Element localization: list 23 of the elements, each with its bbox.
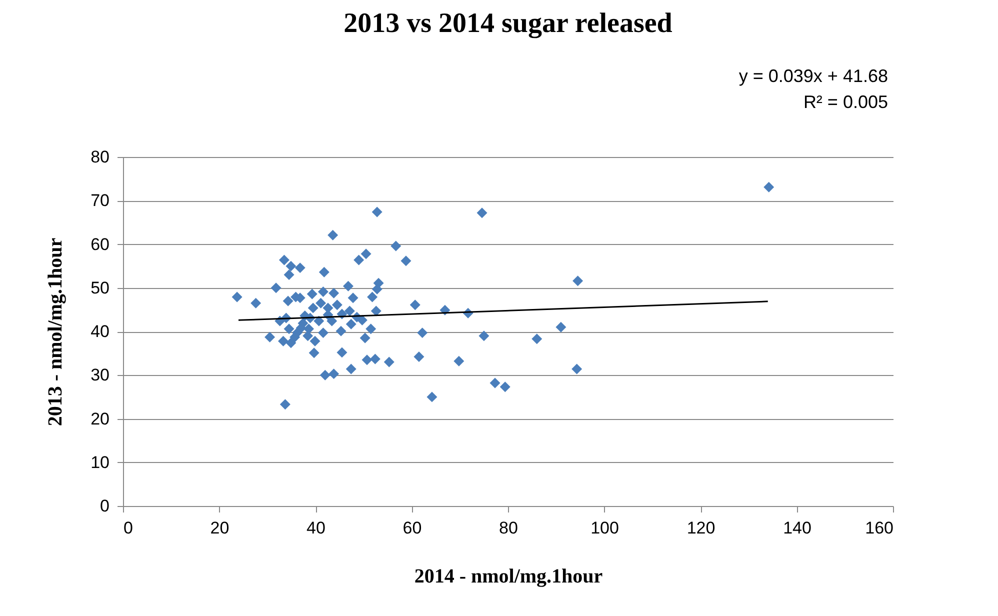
y-tick-label: 80 xyxy=(90,148,110,166)
y-tick-label: 50 xyxy=(90,278,110,298)
x-tick-label: 160 xyxy=(865,518,894,538)
y-tick-label: 0 xyxy=(100,496,110,516)
x-axis-title: 2014 - nmol/mg.1hour xyxy=(414,566,603,588)
x-tick-label: 60 xyxy=(402,518,422,538)
text: y = 0.039x + 41.68 xyxy=(738,66,888,86)
x-tick-label: 40 xyxy=(306,518,326,538)
y-tick-label: 70 xyxy=(90,191,110,210)
text: R² = 0.005 xyxy=(803,92,888,112)
x-tick-label: 120 xyxy=(686,518,716,538)
x-tick-label: 100 xyxy=(590,518,619,538)
y-tick-label: 10 xyxy=(90,452,110,472)
y-tick-label: 60 xyxy=(90,234,110,254)
x-tick-label: 80 xyxy=(499,518,518,538)
x-tick-label: 20 xyxy=(210,518,230,538)
y-tick-label: 20 xyxy=(90,409,110,428)
chart-title: 2013 vs 2014 sugar released xyxy=(344,8,673,39)
y-tick-label: 40 xyxy=(90,322,110,341)
x-tick-label: 140 xyxy=(783,518,812,538)
y-tick-label: 30 xyxy=(90,366,110,385)
x-tick-label: 0 xyxy=(124,518,133,538)
y-axis-title: 2013 - nmol/mg.1hour xyxy=(44,238,67,426)
